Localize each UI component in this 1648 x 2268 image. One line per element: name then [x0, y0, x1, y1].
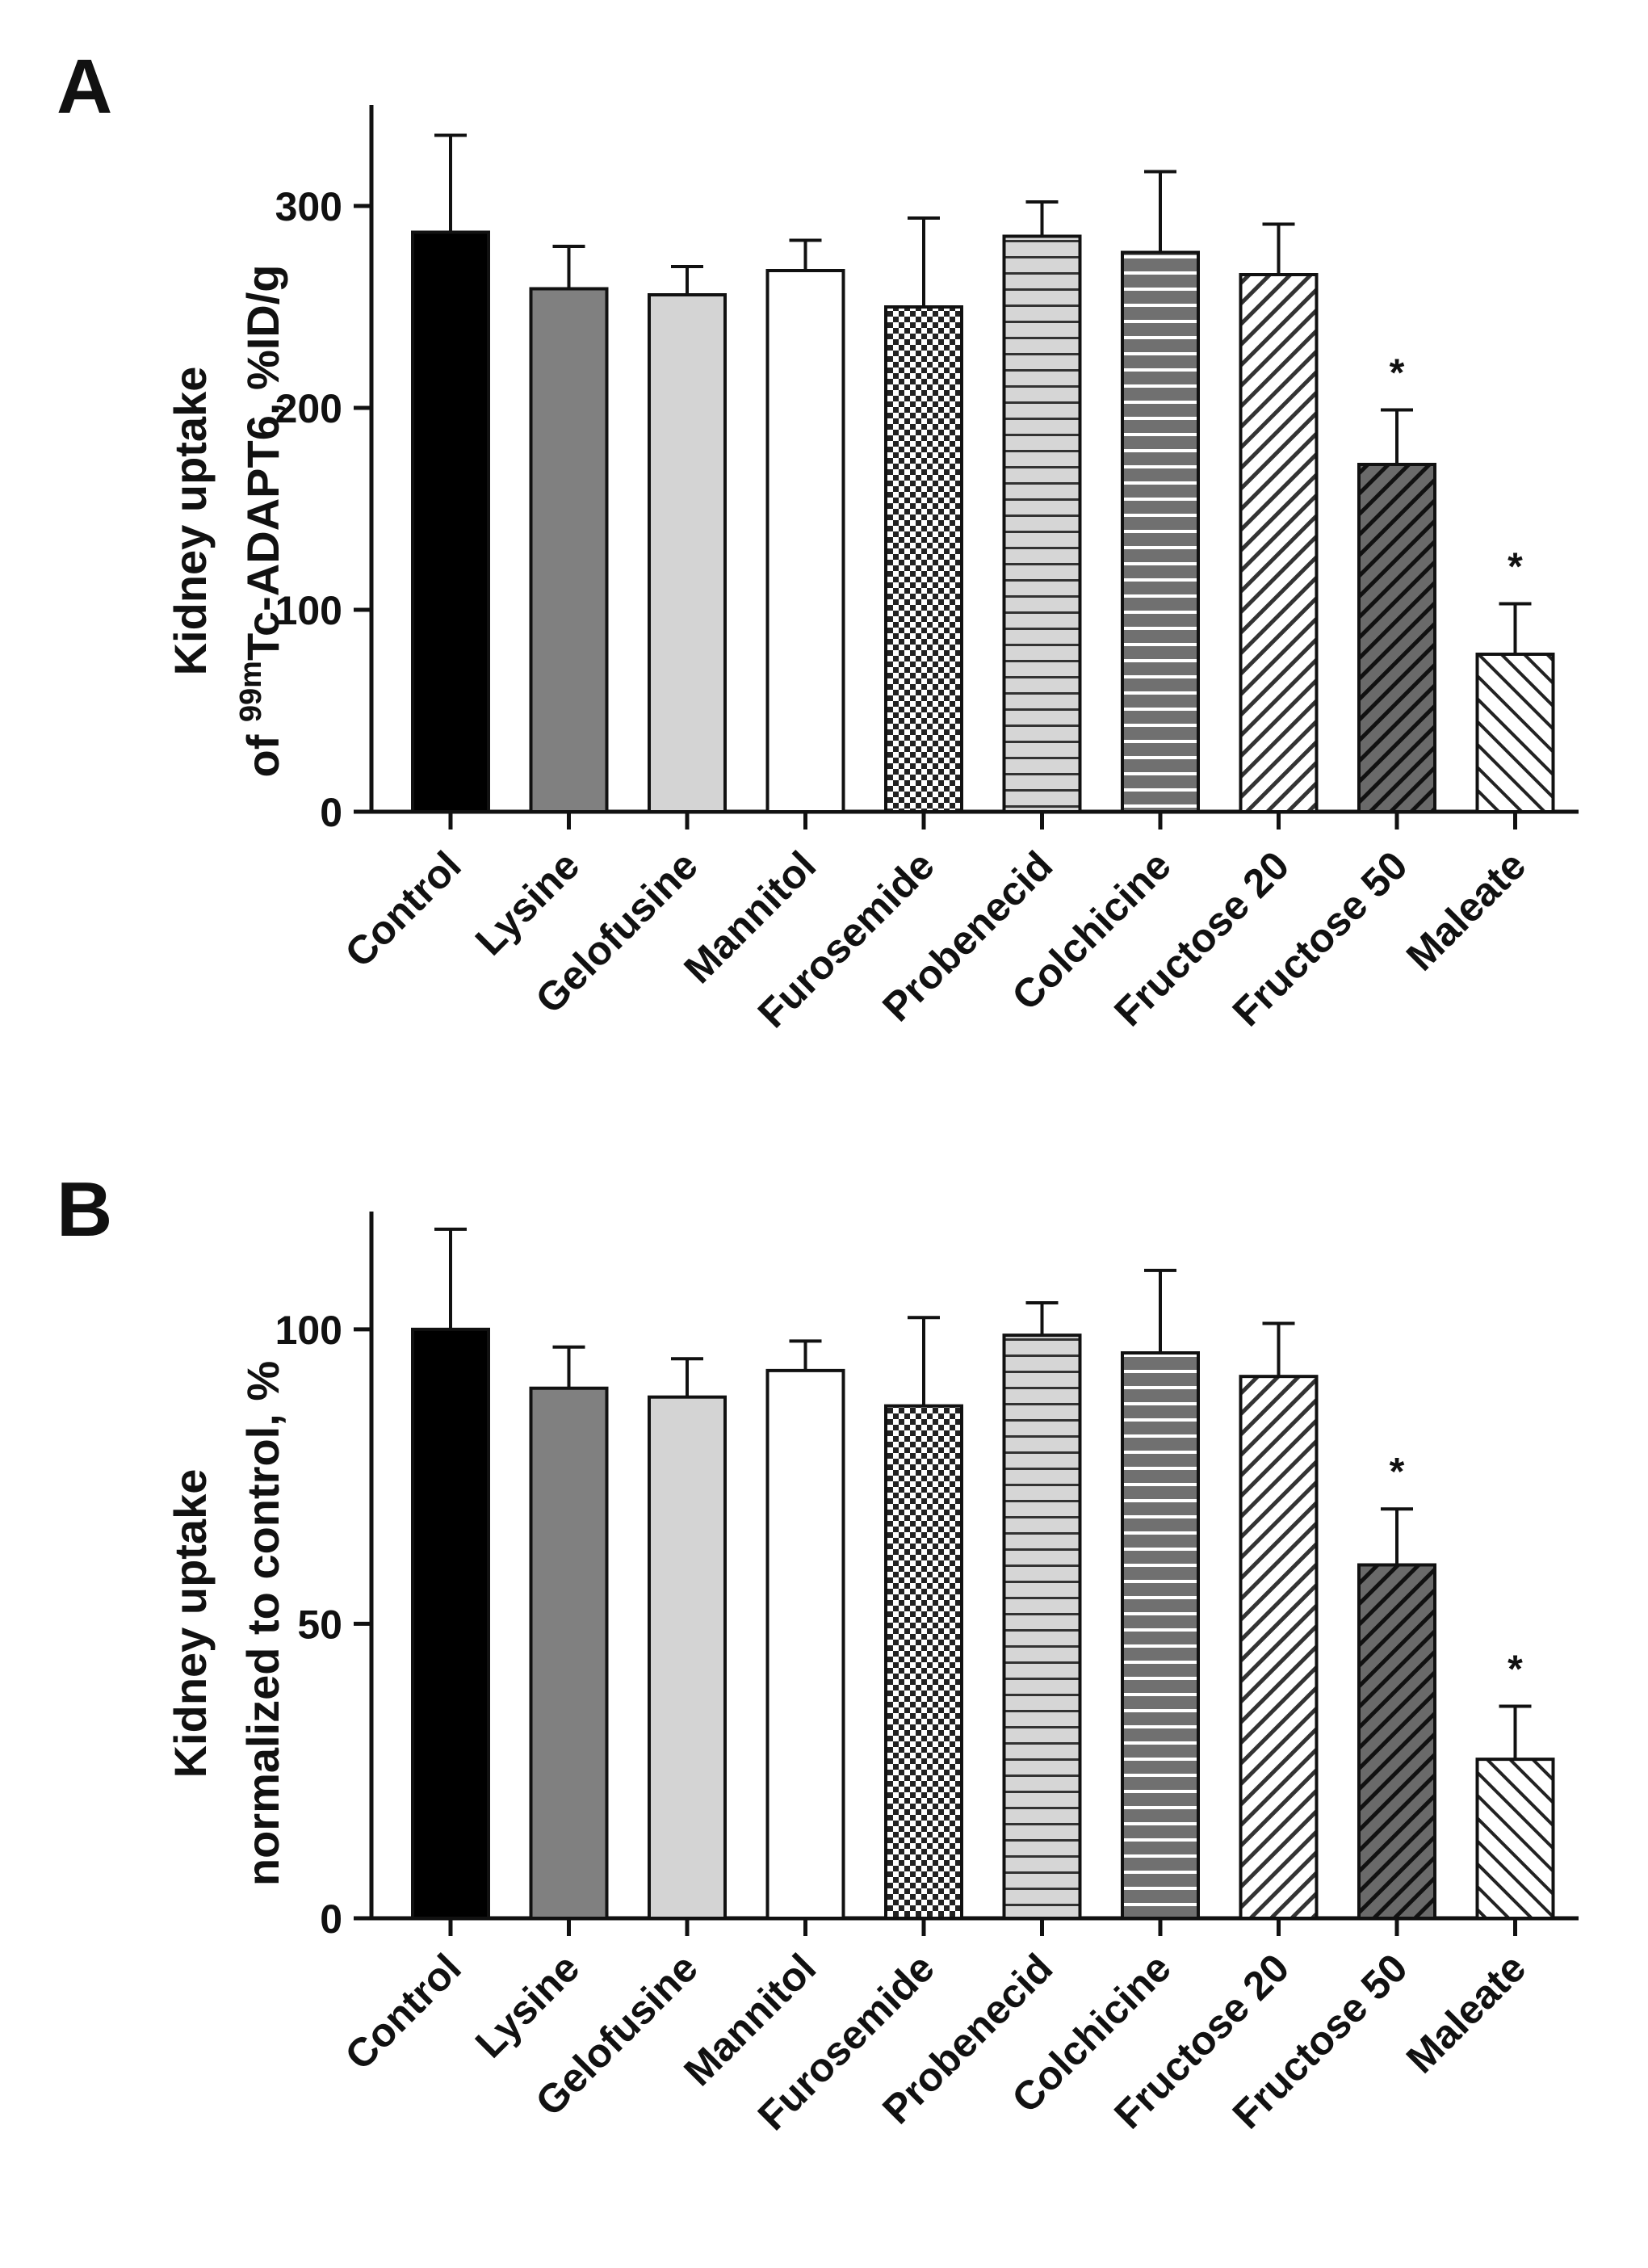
y-axis-label-line-1: Kidney uptake	[165, 367, 216, 676]
y-axis-label-superscript: 99m	[234, 661, 268, 722]
panel-letter-b: B	[57, 1166, 112, 1253]
x-tick-label: Maleate	[1398, 1945, 1534, 2081]
y-axis-label-line-2: of 99mTc-ADAPT6, %ID/g	[234, 264, 288, 777]
y-tick-label: 300	[275, 184, 342, 229]
significance-marker: *	[1508, 546, 1523, 589]
plot-area-b: 050100ControlLysineGelofusineMannitolFur…	[275, 1212, 1579, 2139]
bar-a-1	[529, 287, 609, 813]
bar-b-8	[1357, 1563, 1436, 1920]
y-tick-label: 200	[275, 386, 342, 431]
bar-a-6	[1121, 250, 1200, 813]
y-axis-label-a: Kidney uptake of 99mTc-ADAPT6, %ID/g	[165, 264, 288, 777]
y-tick-label: 0	[320, 1896, 342, 1942]
x-tick-label: Control	[337, 1945, 470, 2078]
y-axis-label-suffix: Tc-ADAPT6, %ID/g	[237, 264, 288, 661]
significance-marker: *	[1390, 1451, 1405, 1493]
panel-letter-a: A	[57, 44, 112, 130]
significance-marker: *	[1508, 1648, 1523, 1691]
bar-a-5	[1002, 234, 1082, 813]
y-tick-label: 100	[275, 588, 342, 633]
significance-marker: *	[1390, 352, 1405, 395]
bar-a-4	[884, 305, 963, 813]
bar-b-4	[884, 1404, 963, 1920]
y-axis-label-prefix: of	[237, 722, 288, 777]
bar-b-1	[529, 1386, 609, 1920]
bar-b-6	[1121, 1351, 1200, 1920]
bar-b-5	[1002, 1334, 1082, 1920]
chart-panel-b: B Kidney uptake normalized to control, % …	[57, 1166, 1579, 2139]
bar-a-8	[1357, 463, 1436, 813]
bar-b-3	[765, 1368, 845, 1920]
bar-a-7	[1239, 273, 1319, 813]
plot-area-a: 0100200300ControlLysineGelofusineMannito…	[275, 105, 1579, 1036]
y-tick-label: 50	[297, 1602, 342, 1647]
x-tick-label: Lysine	[467, 1945, 588, 2066]
y-axis-label-b: Kidney uptake normalized to control, %	[165, 1361, 288, 1886]
y-tick-label: 100	[275, 1308, 342, 1353]
x-tick-label: Lysine	[467, 842, 588, 964]
chart-panel-a: A Kidney uptake of 99mTc-ADAPT6, %ID/g 0 1…	[57, 44, 1579, 1036]
bar-a-9	[1475, 653, 1555, 813]
bar-a-0	[411, 230, 490, 813]
x-tick-label: Control	[337, 842, 470, 976]
bar-a-2	[648, 293, 727, 813]
bar-b-0	[411, 1327, 490, 1921]
y-tick-label: 0	[320, 790, 342, 835]
bar-b-7	[1239, 1375, 1319, 1920]
bar-a-3	[765, 269, 845, 813]
bar-b-9	[1475, 1758, 1555, 1920]
y-axis-label-line-1: Kidney uptake	[165, 1469, 216, 1779]
x-tick-label: Maleate	[1398, 842, 1534, 979]
y-axis-label-line-2: normalized to control, %	[237, 1361, 288, 1886]
bar-b-2	[648, 1395, 727, 1920]
